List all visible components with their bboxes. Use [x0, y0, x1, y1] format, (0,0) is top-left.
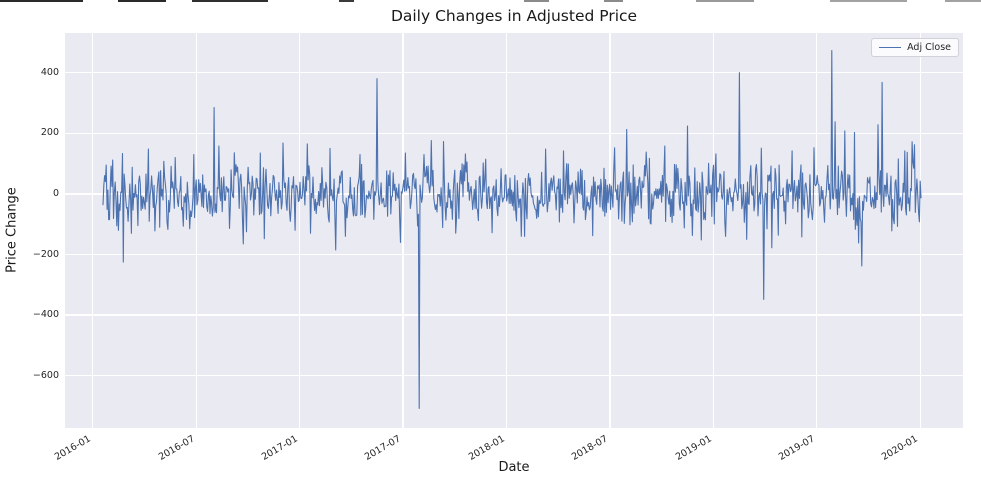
v-gridline — [816, 33, 818, 428]
adj-close-series-line — [102, 50, 922, 409]
price-change-line-chart — [102, 50, 922, 409]
y-tick-label: −400 — [32, 309, 59, 321]
y-tick-label: 0 — [52, 187, 59, 199]
legend: Adj Close — [871, 38, 959, 57]
x-tick-label: 2016-01 — [52, 433, 93, 463]
x-axis-label: Date — [498, 460, 530, 475]
chart-title: Daily Changes in Adjusted Price — [390, 7, 638, 25]
y-tick-label: −600 — [32, 369, 59, 381]
x-tick-label: 2020-01 — [880, 433, 921, 463]
x-tick-label: 2019-07 — [776, 433, 817, 463]
v-gridline — [92, 33, 94, 428]
legend-line-sample-icon — [879, 46, 902, 49]
x-tick-label: 2017-01 — [259, 433, 300, 463]
x-tick-label: 2016-07 — [156, 433, 197, 463]
h-gridline — [65, 72, 963, 74]
y-tick-label: 200 — [40, 127, 59, 139]
v-gridline — [298, 33, 301, 428]
v-gridline — [712, 33, 714, 428]
h-gridline — [65, 314, 963, 316]
y-tick-label: 400 — [40, 66, 59, 78]
top-edge-artifact — [0, 0, 981, 2]
v-gridline — [505, 33, 508, 428]
h-gridline — [65, 253, 963, 256]
v-gridline — [919, 33, 921, 428]
x-tick-label: 2018-07 — [570, 433, 610, 463]
x-tick-label: 2018-01 — [466, 433, 507, 463]
y-tick-label: −200 — [32, 248, 59, 260]
h-gridline — [65, 132, 963, 134]
v-gridline — [195, 33, 197, 428]
v-gridline — [609, 33, 611, 428]
x-tick-label: 2019-01 — [673, 433, 714, 463]
legend-label: Adj Close — [907, 42, 951, 53]
h-gridline — [65, 375, 963, 377]
v-gridline — [402, 33, 404, 428]
plot-area: Adj Close — [65, 33, 963, 428]
x-tick-label: 2017-07 — [363, 433, 404, 463]
